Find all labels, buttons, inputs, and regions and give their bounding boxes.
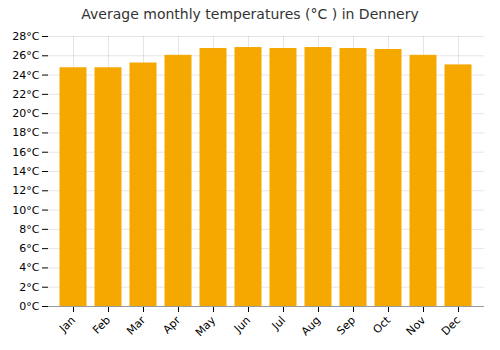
svg-text:Aug: Aug (299, 314, 323, 338)
svg-text:Apr: Apr (160, 313, 183, 336)
svg-text:Jan: Jan (56, 314, 78, 336)
svg-text:Jul: Jul (269, 314, 288, 333)
svg-text:4°C: 4°C (19, 261, 39, 274)
svg-text:May: May (193, 313, 219, 339)
svg-text:0°C: 0°C (19, 300, 39, 313)
html-text:Average monthly temperatures (: Average monthly temperatures (°C ) in De… (81, 6, 419, 22)
svg-text:14°C: 14°C (12, 165, 39, 178)
svg-text:12°C: 12°C (12, 184, 39, 197)
svg-text:Oct: Oct (370, 313, 393, 336)
svg-text:20°C: 20°C (12, 107, 39, 120)
svg-text:18°C: 18°C (12, 126, 39, 139)
svg-text:16°C: 16°C (12, 146, 39, 159)
svg-text:24°C: 24°C (12, 69, 39, 82)
svg-text:10°C: 10°C (12, 204, 39, 217)
svg-text:6°C: 6°C (19, 242, 39, 255)
svg-text:Mar: Mar (124, 313, 148, 337)
svg-text:Feb: Feb (90, 314, 113, 337)
svg-text:Dec: Dec (439, 314, 463, 338)
svg-text:26°C: 26°C (12, 49, 39, 62)
svg-text:22°C: 22°C (12, 88, 39, 101)
svg-text:Nov: Nov (404, 313, 429, 338)
svg-text:Sep: Sep (334, 314, 358, 338)
svg-text:2°C: 2°C (19, 281, 39, 294)
svg-text:28°C: 28°C (12, 30, 39, 43)
svg-text:Jun: Jun (231, 314, 253, 336)
svg-text:8°C: 8°C (19, 223, 39, 236)
